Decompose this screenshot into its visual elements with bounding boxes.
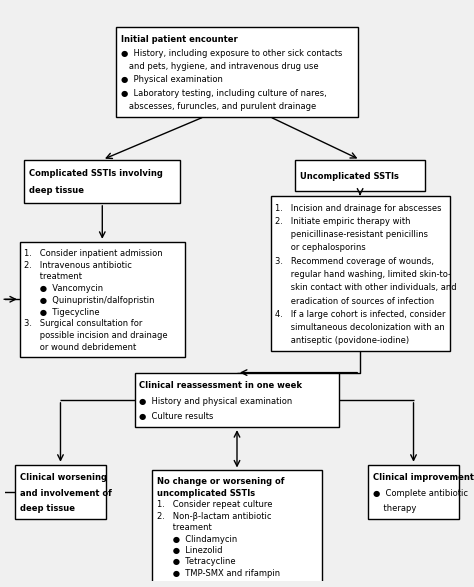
Text: ●  Clindamycin: ● Clindamycin bbox=[157, 535, 237, 544]
FancyBboxPatch shape bbox=[135, 373, 339, 427]
FancyBboxPatch shape bbox=[295, 160, 425, 191]
FancyBboxPatch shape bbox=[368, 465, 459, 519]
Text: ●  Complete antibiotic: ● Complete antibiotic bbox=[373, 488, 468, 498]
Text: possible incision and drainage: possible incision and drainage bbox=[25, 331, 168, 340]
Text: uncomplicated SSTIs: uncomplicated SSTIs bbox=[157, 489, 255, 498]
Text: ●  Tigecycline: ● Tigecycline bbox=[25, 308, 100, 316]
Text: ●  Vancomycin: ● Vancomycin bbox=[25, 284, 104, 293]
Text: deep tissue: deep tissue bbox=[29, 187, 84, 195]
Text: treatment: treatment bbox=[25, 272, 82, 281]
Text: antiseptic (povidone-iodine): antiseptic (povidone-iodine) bbox=[275, 336, 410, 345]
Text: ●  Laboratory testing, including culture of nares,: ● Laboratory testing, including culture … bbox=[121, 89, 327, 97]
Text: 1.   Incision and drainage for abscesses: 1. Incision and drainage for abscesses bbox=[275, 204, 442, 212]
Text: ●  History, including exposure to other sick contacts: ● History, including exposure to other s… bbox=[121, 49, 342, 58]
Text: ●  TMP-SMX and rifampin: ● TMP-SMX and rifampin bbox=[157, 569, 280, 578]
Text: therapy: therapy bbox=[373, 504, 416, 513]
Text: skin contact with other individuals, and: skin contact with other individuals, and bbox=[275, 284, 457, 292]
Text: Initial patient encounter: Initial patient encounter bbox=[121, 35, 237, 45]
Text: regular hand washing, limited skin-to-: regular hand washing, limited skin-to- bbox=[275, 270, 451, 279]
Text: ●  Quinupristin/dalfopristin: ● Quinupristin/dalfopristin bbox=[25, 296, 155, 305]
FancyBboxPatch shape bbox=[116, 28, 358, 117]
Text: 2.   Non-β-lactam antibiotic: 2. Non-β-lactam antibiotic bbox=[157, 512, 272, 521]
Text: Uncomplicated SSTIs: Uncomplicated SSTIs bbox=[300, 172, 399, 181]
FancyBboxPatch shape bbox=[152, 470, 322, 582]
Text: ●  Tetracycline: ● Tetracycline bbox=[157, 558, 236, 566]
FancyBboxPatch shape bbox=[271, 195, 449, 351]
Text: 2.   Intravenous antibiotic: 2. Intravenous antibiotic bbox=[25, 261, 132, 269]
Text: 1.   Consider inpatient admission: 1. Consider inpatient admission bbox=[25, 249, 163, 258]
Text: simultaneous decolonization with an: simultaneous decolonization with an bbox=[275, 323, 445, 332]
Text: or cephalosporins: or cephalosporins bbox=[275, 244, 366, 252]
Text: 3.   Surgical consultation for: 3. Surgical consultation for bbox=[25, 319, 143, 328]
Text: or wound debridement: or wound debridement bbox=[25, 343, 137, 352]
Text: ●  History and physical examination: ● History and physical examination bbox=[139, 397, 293, 406]
Text: treament: treament bbox=[157, 523, 211, 532]
Text: penicillinase-resistant penicillins: penicillinase-resistant penicillins bbox=[275, 230, 428, 239]
Text: ●  Physical examination: ● Physical examination bbox=[121, 75, 223, 85]
Text: 1.   Consider repeat culture: 1. Consider repeat culture bbox=[157, 500, 273, 510]
Text: Clinical improvement: Clinical improvement bbox=[373, 474, 474, 483]
FancyBboxPatch shape bbox=[20, 242, 185, 357]
Text: Clinical worsening: Clinical worsening bbox=[20, 474, 107, 483]
FancyBboxPatch shape bbox=[25, 160, 180, 203]
Text: ●  Culture results: ● Culture results bbox=[139, 411, 214, 421]
Text: Clinical reassessment in one week: Clinical reassessment in one week bbox=[139, 382, 302, 390]
Text: abscesses, furuncles, and purulent drainage: abscesses, furuncles, and purulent drain… bbox=[121, 102, 316, 111]
Text: and involvement of: and involvement of bbox=[20, 488, 112, 498]
Text: and pets, hygiene, and intravenous drug use: and pets, hygiene, and intravenous drug … bbox=[121, 62, 319, 71]
Text: eradication of sources of infection: eradication of sources of infection bbox=[275, 296, 435, 306]
Text: 3.   Recommend coverage of wounds,: 3. Recommend coverage of wounds, bbox=[275, 257, 434, 266]
Text: Complicated SSTIs involving: Complicated SSTIs involving bbox=[29, 170, 163, 178]
Text: ●  Linezolid: ● Linezolid bbox=[157, 546, 222, 555]
Text: 2.   Initiate empiric therapy with: 2. Initiate empiric therapy with bbox=[275, 217, 411, 226]
FancyBboxPatch shape bbox=[15, 465, 106, 519]
Text: 4.   If a large cohort is infected, consider: 4. If a large cohort is infected, consid… bbox=[275, 310, 446, 319]
Text: No change or worsening of: No change or worsening of bbox=[157, 477, 284, 487]
Text: deep tissue: deep tissue bbox=[20, 504, 75, 513]
